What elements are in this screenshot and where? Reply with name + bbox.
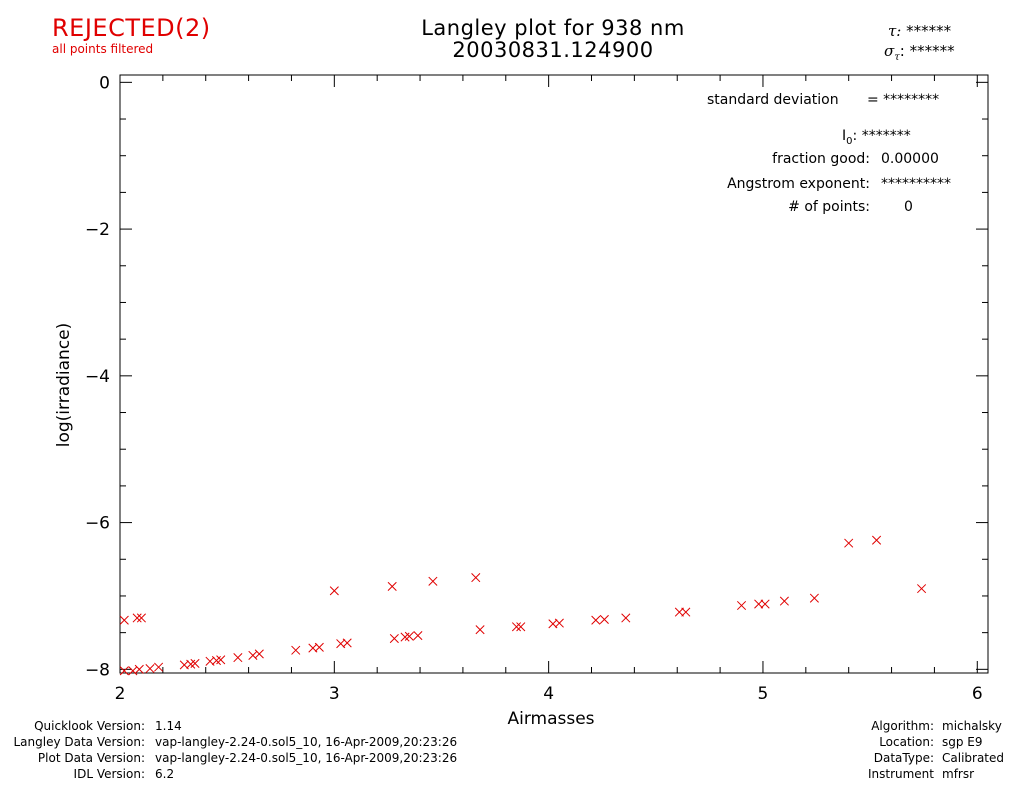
fraction-good-label: fraction good: (772, 151, 870, 167)
data-point (254, 649, 264, 659)
data-point (871, 535, 882, 545)
x-tick-label: 5 (758, 684, 769, 704)
sigma-subscript: τ (894, 52, 900, 63)
data-point (132, 613, 142, 623)
i0-label: I (842, 128, 847, 144)
y-axis-label: log(irradiance) (54, 323, 74, 448)
data-point (413, 631, 423, 641)
tau-readout: τ: ****** (888, 22, 951, 40)
data-point (119, 666, 129, 676)
data-point (681, 607, 691, 617)
data-point (136, 613, 146, 623)
data-point (154, 662, 164, 672)
data-point (760, 599, 770, 609)
footer-right-label: Algorithm: (871, 719, 934, 733)
std-deviation-value: = ******** (867, 92, 940, 108)
data-point (511, 622, 522, 632)
footer-label: Plot Data Version: (37, 751, 145, 765)
data-point (233, 653, 243, 663)
points-count-label: # of points: (788, 199, 870, 215)
sigma-label: σ (884, 42, 895, 60)
sigma-tau-readout: στ: ****** (884, 42, 955, 63)
y-tick-label: −2 (85, 220, 110, 240)
tau-value: ****** (906, 22, 952, 40)
x-tick-label: 4 (543, 684, 554, 704)
y-tick-label: 0 (99, 73, 110, 93)
x-tick-label: 2 (115, 684, 126, 704)
i0-value: ******* (861, 128, 911, 144)
data-point (145, 664, 155, 674)
y-tick-label: −4 (85, 367, 110, 387)
sigma-value: ****** (909, 42, 955, 60)
points-count-value: 0 (904, 199, 913, 215)
data-point (248, 650, 258, 660)
data-point (404, 631, 414, 641)
footer-value: vap-langley-2.24-0.sol5_10, 16-Apr-2009,… (155, 735, 458, 749)
footer-right-label: Instrument (867, 767, 934, 781)
data-point (591, 615, 601, 625)
data-point (119, 615, 129, 625)
data-point (329, 586, 339, 596)
i0-subscript: 0 (846, 135, 853, 147)
y-tick-label: −6 (85, 514, 110, 534)
data-point (128, 666, 138, 676)
data-point (674, 607, 684, 617)
data-point (428, 576, 438, 586)
data-point (291, 645, 301, 655)
data-point (917, 584, 927, 594)
footer-right-value: Calibrated (942, 751, 1005, 765)
i0-readout: I0: ******* (842, 128, 911, 147)
data-point (389, 633, 399, 644)
data-point (190, 658, 200, 669)
x-axis-label: Airmasses (507, 709, 594, 729)
footer-label: Langley Data Version: (13, 735, 145, 749)
chart-title: Langley plot for 938 nm (421, 16, 685, 40)
angstrom-exponent-label: Angstrom exponent: (727, 176, 870, 192)
footer-value: 1.14 (155, 719, 182, 733)
data-point (779, 596, 789, 606)
x-tick-label: 6 (972, 684, 983, 704)
plot-frame (119, 74, 989, 674)
footer-right-value: michalsky (942, 719, 1002, 733)
chart-subtitle: 20030831.124900 (452, 38, 654, 62)
data-point (314, 642, 324, 652)
tau-label: τ: (888, 22, 902, 40)
footer-label: Quicklook Version: (34, 719, 145, 733)
data-point (809, 593, 819, 603)
data-point (736, 600, 747, 611)
sigma-colon: : (899, 42, 905, 60)
data-point (621, 613, 631, 623)
data-point (387, 581, 397, 591)
footer-label: IDL Version: (73, 767, 145, 781)
footer-right-value: mfrsr (942, 767, 975, 781)
footer-right-label: Location: (879, 735, 934, 749)
footer-value: 6.2 (155, 767, 175, 781)
data-point (471, 573, 481, 583)
data-point (754, 599, 764, 609)
data-point (844, 538, 854, 548)
angstrom-exponent-value: ********** (881, 176, 951, 192)
data-point (554, 618, 564, 628)
y-tick-label: −8 (85, 660, 110, 680)
data-point (342, 638, 352, 648)
fraction-good-value: 0.00000 (881, 151, 939, 167)
footer-right-label: DataType: (873, 751, 934, 765)
data-point (216, 655, 226, 665)
data-point (134, 664, 144, 674)
std-deviation-label: standard deviation (707, 92, 839, 108)
data-point (516, 622, 526, 632)
data-point (475, 625, 485, 635)
x-tick-label: 3 (329, 684, 340, 704)
footer-right-value: sgp E9 (942, 735, 983, 749)
i0-colon: : (852, 128, 858, 144)
footer-value: vap-langley-2.24-0.sol5_10, 16-Apr-2009,… (155, 751, 458, 765)
data-point (599, 614, 609, 624)
rejection-status: REJECTED(2) (52, 14, 211, 42)
rejection-note: all points filtered (52, 42, 154, 56)
